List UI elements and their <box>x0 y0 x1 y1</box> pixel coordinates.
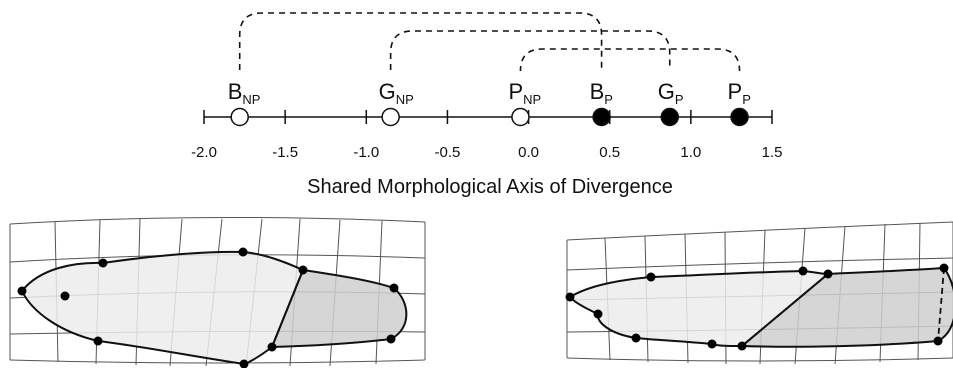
population-marker <box>230 107 249 127</box>
axis-tick-label: -0.5 <box>434 144 460 161</box>
right-dashed-divider-2 <box>937 267 945 342</box>
pairing-arc <box>519 48 741 72</box>
population-label: BP <box>590 79 613 107</box>
pairing-arc <box>238 12 603 70</box>
population-label: BNP <box>228 79 261 107</box>
population-label: GNP <box>379 79 414 107</box>
population-marker <box>381 107 400 127</box>
population-marker <box>660 107 680 127</box>
right-landmarks <box>565 263 949 351</box>
population-label: PP <box>728 79 751 107</box>
axis-tick-label: -1.5 <box>272 144 298 161</box>
right-body-dark <box>739 266 953 348</box>
population-label: GP <box>658 79 684 107</box>
population-label-main: B <box>590 79 605 104</box>
population-marker <box>730 107 749 127</box>
population-label-sub: P <box>604 92 613 107</box>
population-label-sub: NP <box>396 92 414 107</box>
right-shape-panel <box>565 221 953 365</box>
population-label-main: G <box>658 79 675 104</box>
population-markers <box>230 107 749 127</box>
pairing-arcs <box>238 12 741 72</box>
population-label-main: G <box>379 79 396 104</box>
axis-tick-label: -1.0 <box>353 144 379 161</box>
population-label-main: P <box>728 79 743 104</box>
axis-title: Shared Morphological Axis of Divergence <box>307 176 673 198</box>
axis-tick-label: 0.0 <box>518 144 539 161</box>
population-label-sub: NP <box>242 92 260 107</box>
population-label-main: B <box>228 79 243 104</box>
population-label-sub: NP <box>523 92 541 107</box>
population-label-sub: P <box>742 92 751 107</box>
population-label-main: P <box>508 79 523 104</box>
axis-tick-label: -2.0 <box>191 144 217 161</box>
left-body-dark <box>270 268 408 349</box>
axis-tick-label: 1.0 <box>680 144 701 161</box>
left-shape-panel <box>9 216 426 368</box>
left-dashed-divider <box>271 269 304 348</box>
population-marker <box>592 107 611 127</box>
right-dashed-divider-1 <box>741 273 829 347</box>
population-labels: BNP GNP PNP BP GP PP <box>228 79 751 107</box>
axis-tick-label: 0.5 <box>599 144 620 161</box>
pairing-arc <box>389 30 671 70</box>
axis-tick-label: 1.5 <box>762 144 783 161</box>
axis-tick-labels: -2.0 -1.5 -1.0 -0.5 0.0 0.5 1.0 1.5 <box>191 144 782 161</box>
left-body-light <box>20 250 305 366</box>
population-label: PNP <box>508 79 541 107</box>
population-marker <box>511 107 530 127</box>
population-label-sub: P <box>675 92 684 107</box>
left-landmarks <box>17 247 399 368</box>
